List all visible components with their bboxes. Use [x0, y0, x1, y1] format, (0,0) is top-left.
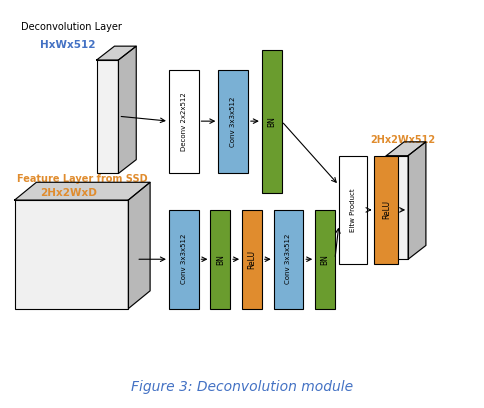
- Text: Deconvolution Layer: Deconvolution Layer: [21, 22, 121, 32]
- Polygon shape: [128, 182, 150, 308]
- Bar: [262, 50, 282, 193]
- Text: Conv 3x3x512: Conv 3x3x512: [286, 234, 291, 284]
- Text: HxWx512: HxWx512: [40, 40, 96, 50]
- Bar: [169, 70, 198, 173]
- Text: ReLU: ReLU: [247, 250, 257, 269]
- Polygon shape: [15, 182, 150, 200]
- Bar: [218, 70, 248, 173]
- Text: BN: BN: [216, 254, 225, 265]
- Text: BN: BN: [320, 254, 330, 265]
- Polygon shape: [408, 142, 426, 259]
- Text: Conv 3x3x512: Conv 3x3x512: [230, 96, 236, 147]
- Text: 2Hx2WxD: 2Hx2WxD: [40, 188, 97, 198]
- Bar: [339, 156, 366, 264]
- Text: Conv 3x3x512: Conv 3x3x512: [181, 234, 187, 284]
- Text: 2Hx2Wx512: 2Hx2Wx512: [371, 135, 436, 145]
- Text: Feature Layer from SSD: Feature Layer from SSD: [16, 174, 147, 184]
- Text: Figure 3: Deconvolution module: Figure 3: Deconvolution module: [131, 381, 353, 395]
- Text: BN: BN: [267, 116, 276, 127]
- Bar: [242, 210, 262, 308]
- Bar: [273, 210, 303, 308]
- Bar: [169, 210, 198, 308]
- Polygon shape: [386, 142, 426, 156]
- Polygon shape: [97, 46, 136, 60]
- Bar: [15, 200, 128, 308]
- Text: Deconv 2x2x512: Deconv 2x2x512: [181, 92, 187, 151]
- Bar: [386, 156, 408, 259]
- Bar: [375, 156, 398, 264]
- Polygon shape: [119, 46, 136, 173]
- Text: Eltw Product: Eltw Product: [350, 188, 356, 232]
- Text: ReLU: ReLU: [382, 200, 391, 220]
- Bar: [211, 210, 230, 308]
- Bar: [315, 210, 335, 308]
- Bar: [97, 60, 119, 173]
